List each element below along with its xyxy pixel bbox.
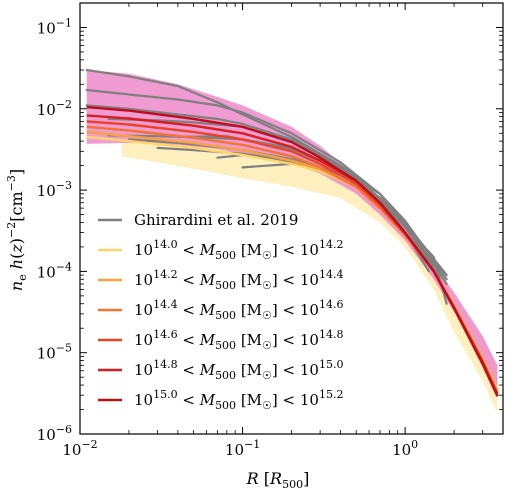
legend-label-1: 1014.0 < M500 [M☉] < 1014.2 — [134, 238, 343, 262]
y-tick-label-3: 10−3 — [37, 179, 72, 200]
y-tick-label-5: 10−1 — [37, 16, 72, 37]
x-tick-label-2: 100 — [392, 438, 418, 459]
observed-profile-line-0 — [85, 68, 430, 273]
y-axis-label: ne h(z)−2[cm−3] — [5, 169, 29, 291]
legend-label-3: 1014.4 < M500 [M☉] < 1014.6 — [134, 298, 343, 322]
y-tick-label-4: 10−2 — [37, 98, 72, 119]
axis-ticks: 10−2 10−1 100 10−6 10−5 10−4 10−3 10−2 10−1 — [37, 2, 504, 459]
x-tick-label-1: 10−1 — [225, 438, 260, 459]
x-tick-label-0: 10−2 — [62, 438, 97, 459]
legend-label-0: Ghirardini et al. 2019 — [134, 211, 298, 229]
legend-label-2: 1014.2 < M500 [M☉] < 1014.4 — [134, 268, 343, 292]
y-tick-label-1: 10−5 — [37, 342, 72, 363]
simulation-series — [86, 105, 499, 397]
legend: Ghirardini et al. 2019 1014.0 < M500 [M☉]… — [98, 211, 343, 412]
series-line-5 — [86, 105, 499, 397]
y-tick-label-0: 10−6 — [37, 423, 72, 444]
legend-label-6: 1015.0 < M500 [M☉] < 1015.2 — [134, 388, 343, 412]
legend-label-4: 1014.6 < M500 [M☉] < 1014.8 — [134, 328, 343, 352]
legend-label-5: 1014.8 < M500 [M☉] < 1015.0 — [134, 358, 343, 382]
x-axis-label: R [R500] — [246, 469, 310, 491]
y-tick-label-2: 10−4 — [37, 260, 72, 281]
